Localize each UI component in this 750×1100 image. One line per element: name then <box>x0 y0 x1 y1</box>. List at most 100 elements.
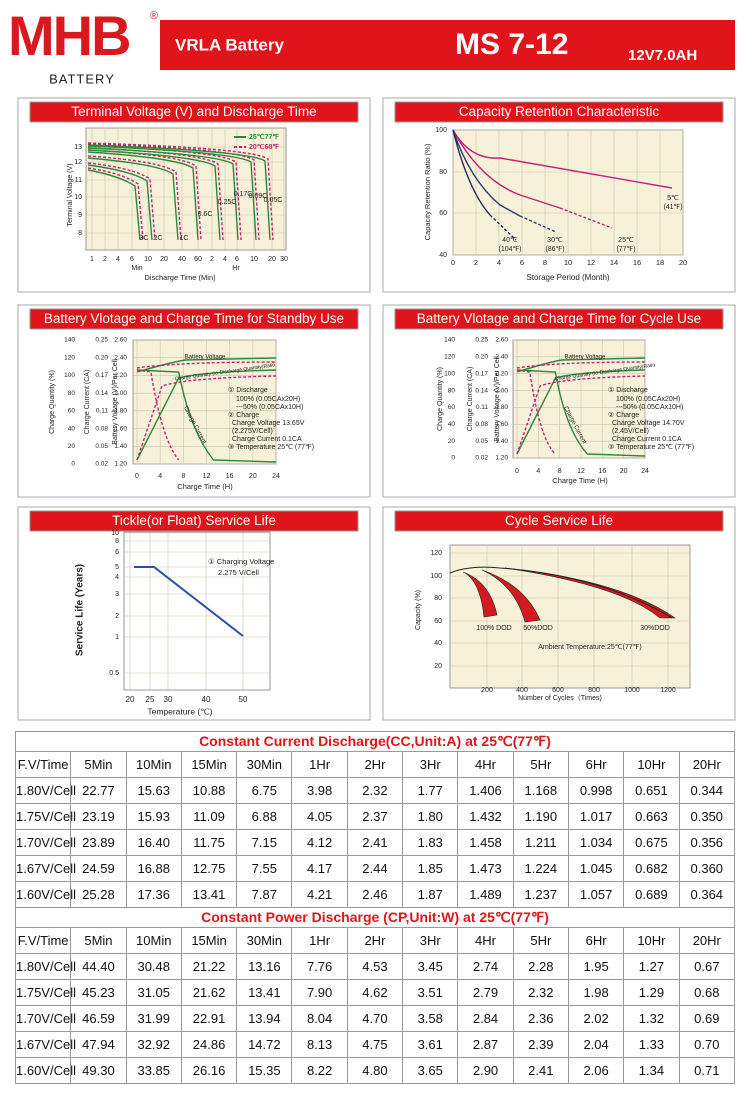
cell: 0.67 <box>678 953 736 980</box>
cell: 2.79 <box>457 979 514 1006</box>
x-tick-label: 25 <box>146 695 155 704</box>
y-tick-label: 100 <box>64 372 75 379</box>
cell: 1.67V/Cell <box>14 1031 76 1058</box>
cell: 0.998 <box>567 777 625 804</box>
y-tick-label: 120 <box>430 550 442 557</box>
cell: 4.21 <box>291 881 348 908</box>
cell: 13.41 <box>180 881 238 908</box>
cell: 2.44 <box>346 855 404 882</box>
dod-region <box>462 571 498 618</box>
x-tick-label: 24 <box>272 473 280 480</box>
cell: 7.15 <box>236 829 293 856</box>
dod-region <box>481 569 541 623</box>
cell: 1.29 <box>623 979 680 1006</box>
cell: 1.95 <box>567 953 625 980</box>
header-cell: 5Min <box>70 927 127 954</box>
y-axis-label: Charge Current (CA) <box>467 367 474 432</box>
curve <box>87 162 156 241</box>
annotation: 50%DOD <box>523 625 553 632</box>
cell: 33.85 <box>125 1057 182 1084</box>
x-axis-label: Charge Time (H) <box>177 482 233 491</box>
cell: 2.41 <box>512 1057 569 1084</box>
panel-title-bar <box>394 510 724 532</box>
cell: 2.28 <box>512 953 569 980</box>
cell: 7.55 <box>236 855 293 882</box>
annotation: 100% (0.05CAx20H) <box>616 396 680 403</box>
y-axis-label: Charge Quantity (%) <box>49 370 56 434</box>
annotation: (2.45V/Cell) <box>612 428 649 435</box>
y-tick-label: 2.00 <box>114 390 127 397</box>
cell: 1.32 <box>623 1005 680 1032</box>
x-tick-label: 30 <box>164 695 173 704</box>
header-row: F.V/Time 5Min 10Min 15Min 30Min 1Hr 2Hr 3Hr 4Hr 5… <box>14 751 736 778</box>
cell: 17.36 <box>125 881 182 908</box>
cell: 12.75 <box>180 855 238 882</box>
header-cell: 6Hr <box>567 751 625 778</box>
cell: 4.05 <box>291 803 348 830</box>
y-axis-label: Terminal Voltage (V) <box>67 163 74 226</box>
y-tick-label: 6 <box>115 549 119 556</box>
x-tick-label: 20 <box>249 473 257 480</box>
cell: 15.35 <box>236 1057 293 1084</box>
y-tick-label: 120 <box>64 354 75 361</box>
y-tick-label: 0.02 <box>95 461 108 468</box>
header-bar <box>160 20 735 70</box>
header-cell: 5Hr <box>512 751 569 778</box>
x-axis-label: Discharge Time (Min) <box>144 273 216 282</box>
table-title: Constant Current Discharge(CC,Unit:A) at… <box>15 731 735 752</box>
header-cell: F.V/Time <box>14 751 72 778</box>
annotation: 0.09C <box>249 193 268 200</box>
y-tick-label: 40 <box>434 640 442 647</box>
cell: 1.34 <box>623 1057 680 1084</box>
cell: 2.02 <box>567 1005 625 1032</box>
header-row: F.V/Time 5Min 10Min 15Min 30Min 1Hr 2Hr 3Hr 4Hr 5… <box>14 927 736 954</box>
annotation: 5℃ <box>667 195 679 202</box>
cell: 0.70 <box>678 1031 736 1058</box>
y-tick-label: 2 <box>115 613 119 620</box>
x-tick-label: 16 <box>598 468 606 475</box>
cell: 0.350 <box>678 803 736 830</box>
annotation: ① Discharge <box>608 386 648 394</box>
y-tick-label: 2.20 <box>495 370 508 377</box>
cell: 2.46 <box>346 881 404 908</box>
y-axis-label: Charge Quantity (%) <box>437 367 444 431</box>
annotation: 25℃ <box>618 237 634 244</box>
cell: 0.68 <box>678 979 736 1006</box>
cell: 47.94 <box>70 1031 127 1058</box>
annotation: (41℉) <box>663 204 682 211</box>
y-tick-label: 11 <box>75 177 82 184</box>
header-cell: 5Min <box>70 751 127 778</box>
logo-subtitle: BATTERY <box>49 71 115 86</box>
x-tick-label: 6 <box>520 258 524 267</box>
y-tick-label: 1 <box>115 634 119 641</box>
curve <box>136 369 277 463</box>
y-tick-label: 1.80 <box>495 404 508 411</box>
cell: 0.364 <box>678 881 736 908</box>
y-tick-label: 1.20 <box>114 461 127 468</box>
y-axis-label: Service Life (Years) <box>75 564 86 656</box>
cell: 8.04 <box>291 1005 348 1032</box>
annotation: 2.275 V/Cell <box>218 568 259 577</box>
cell: 3.51 <box>402 979 459 1006</box>
table-title-row: Constant Power Discharge (CP,Unit:W) at … <box>15 907 735 928</box>
data-row: 1.60V/Cell 49.30 33.85 26.16 15.35 8.22 4.80 3.… <box>14 1057 736 1084</box>
cell: 1.77 <box>402 777 459 804</box>
header-cell: 30Min <box>236 751 293 778</box>
cell: 4.75 <box>346 1031 404 1058</box>
header-cell: 3Hr <box>402 751 459 778</box>
cell: 1.473 <box>457 855 514 882</box>
cell: 1.70V/Cell <box>14 1005 76 1032</box>
cell: 16.88 <box>125 855 182 882</box>
y-tick-label: 0.02 <box>475 455 488 462</box>
x-tick-label: 20 <box>160 256 168 263</box>
cell: 3.98 <box>291 777 348 804</box>
y-tick-label: 2.40 <box>114 354 127 361</box>
x-tick-label: 14 <box>610 258 618 267</box>
cell: 0.360 <box>678 855 736 882</box>
y-tick-label: 20 <box>448 438 456 445</box>
x-tick-label: 10 <box>250 256 258 263</box>
x-tick-label: 20 <box>126 695 135 704</box>
header-cell: 30Min <box>236 927 293 954</box>
product-type: VRLA Battery <box>175 35 284 54</box>
cell: 2.39 <box>512 1031 569 1058</box>
